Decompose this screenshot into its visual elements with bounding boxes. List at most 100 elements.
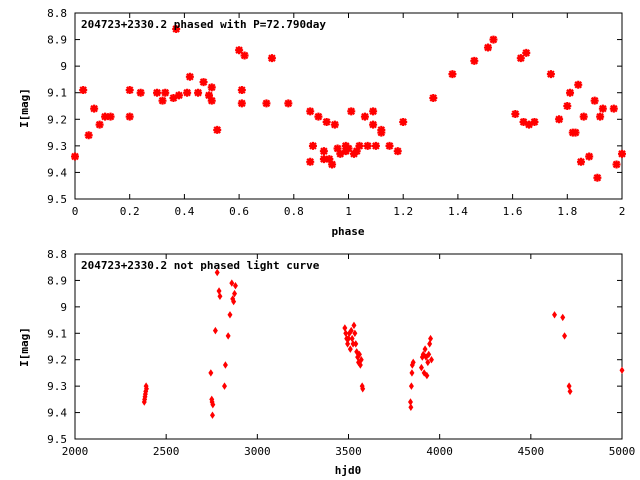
unphased-light-curve-plot: 2000 2500 3000 3500 4000 4500 5000 8.8 8.9 9 9.1 9.… [18, 248, 635, 477]
data-point [237, 86, 246, 95]
data-point [609, 104, 618, 113]
x-tick-label: 0 [72, 205, 79, 218]
data-point [174, 91, 183, 100]
data-point [426, 350, 432, 359]
data-point [306, 107, 315, 116]
x-tick-label: 0.2 [120, 205, 140, 218]
data-point [207, 83, 216, 92]
data-point [377, 128, 386, 137]
y-tick-label: 8.8 [47, 7, 67, 20]
data-point [217, 292, 223, 301]
data-point [136, 88, 145, 97]
data-point [125, 112, 134, 121]
data-point [222, 361, 228, 369]
data-point [357, 361, 363, 369]
data-point [205, 91, 214, 100]
x-tick-label: 4500 [518, 445, 545, 458]
plot-frame [74, 12, 623, 200]
x-tick-label: 2000 [62, 445, 89, 458]
data-point [571, 128, 580, 137]
data-point [262, 99, 271, 108]
data-point [158, 96, 167, 105]
data-point [393, 147, 402, 156]
data-point [172, 24, 181, 33]
y-tick-label: 8.9 [47, 34, 67, 47]
data-point [369, 120, 378, 129]
data-point [306, 157, 315, 166]
data-point [385, 141, 394, 150]
data-point [612, 160, 621, 169]
data-point [418, 363, 424, 372]
data-point [360, 385, 366, 393]
data-point [423, 353, 429, 361]
data-point [231, 297, 237, 306]
data-point [349, 334, 355, 343]
data-point [325, 155, 334, 164]
data-point [209, 411, 215, 419]
plot-frame [74, 253, 623, 440]
data-point [427, 340, 433, 348]
data-point [355, 141, 364, 150]
data-point [143, 385, 149, 393]
tick-labels: 0 0.2 0.4 0.6 0.8 1 1.2 1.4 1.6 1.8 2 8.8 8.9 9 9.1 9.2… [47, 7, 625, 218]
data-point [369, 107, 378, 116]
data-point [363, 141, 372, 150]
data-point [344, 144, 353, 153]
data-point [352, 329, 358, 338]
y-tick-label: 8.8 [47, 248, 67, 261]
data-point [408, 403, 414, 412]
data-point [598, 104, 607, 113]
y-tick-label: 9.2 [47, 354, 67, 367]
data-point [525, 120, 534, 129]
y-tick-label: 8.9 [47, 274, 67, 287]
data-point [516, 54, 525, 63]
data-point [330, 120, 339, 129]
chart-title: 204723+2330.2 not phased light curve [81, 259, 320, 272]
data-point [424, 371, 430, 380]
y-axis-label: I[mag] [18, 88, 31, 128]
data-point [212, 326, 218, 335]
data-point [214, 268, 220, 277]
y-tick-label: 9 [60, 60, 67, 73]
x-tick-label: 5000 [609, 445, 636, 458]
x-axis-label: phase [331, 225, 364, 238]
x-tick-label: 1.2 [393, 205, 413, 218]
data-point [229, 279, 235, 287]
data-point [333, 144, 342, 153]
y-tick-label: 9 [60, 301, 67, 314]
y-tick-label: 9.4 [47, 166, 67, 179]
data-point [371, 141, 380, 150]
data-point [267, 54, 276, 63]
y-tick-label: 9.5 [47, 433, 67, 446]
data-point [347, 345, 353, 353]
y-axis-label: I[mag] [18, 327, 31, 367]
data-point [345, 340, 351, 348]
data-point [470, 56, 479, 65]
data-point [314, 112, 323, 121]
data-point [342, 324, 348, 332]
y-tick-label: 9.4 [47, 407, 67, 420]
data-point [567, 387, 573, 396]
data-point [125, 86, 134, 95]
data-point [408, 382, 414, 390]
data-point [328, 160, 337, 169]
data-point [71, 152, 79, 161]
data-point [596, 112, 605, 121]
data-point [225, 332, 231, 340]
x-tick-label: 2500 [153, 445, 180, 458]
data-point [428, 355, 434, 364]
y-tick-label: 9.5 [47, 193, 67, 206]
data-point [408, 398, 413, 406]
data-point [563, 102, 572, 110]
data-point [358, 355, 364, 364]
data-point [79, 86, 88, 95]
data-point [222, 382, 227, 390]
data-point [530, 117, 539, 126]
data-point [90, 104, 99, 113]
data-point [183, 88, 192, 97]
data-point [425, 358, 431, 367]
data-point [409, 369, 415, 377]
x-tick-label: 3500 [335, 445, 362, 458]
y-tick-label: 9.2 [47, 113, 67, 126]
